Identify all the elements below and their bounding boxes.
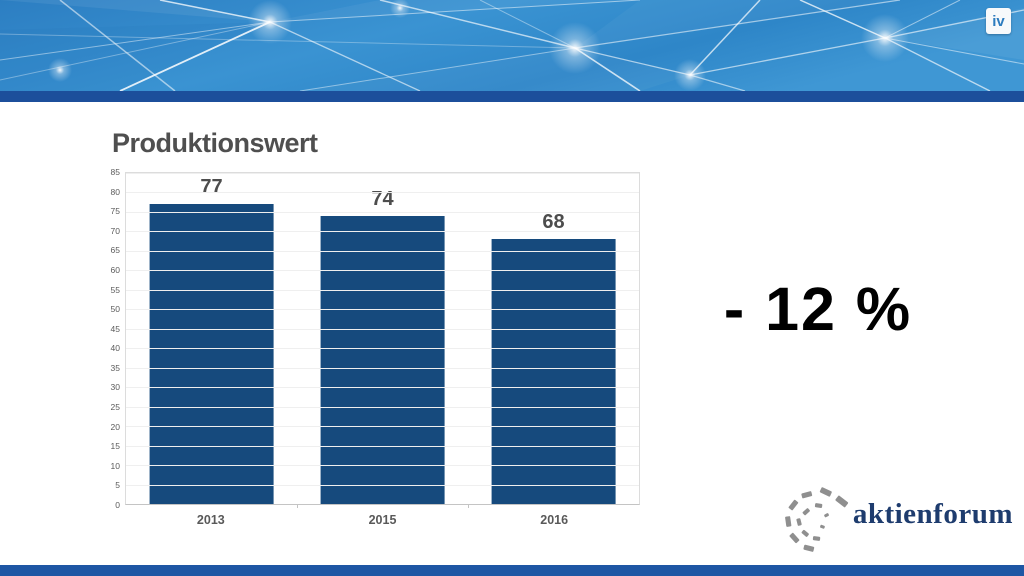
gridline bbox=[126, 192, 639, 194]
y-axis: 0 5 10 15 20 25 30 35 40 45 50 55 60 65 70 75 80 85 bbox=[88, 168, 120, 509]
bar-value-label: 68 bbox=[542, 211, 565, 234]
gridline bbox=[126, 367, 639, 369]
gridline bbox=[126, 348, 639, 350]
y-axis-tick-label: 70 bbox=[110, 225, 120, 236]
plot-area: 77 74 68 bbox=[125, 172, 640, 508]
x-axis-tick bbox=[468, 504, 469, 508]
gridline bbox=[126, 289, 639, 291]
chart-title: Produktionswert bbox=[112, 128, 318, 158]
y-axis-tick-label: 45 bbox=[110, 323, 120, 334]
bar-value-label: 77 bbox=[200, 176, 223, 199]
gridline bbox=[126, 173, 639, 174]
network-pattern-graphic bbox=[0, 0, 1024, 91]
gridline bbox=[126, 406, 639, 408]
y-axis-tick-label: 75 bbox=[110, 205, 120, 216]
y-axis-tick-label: 30 bbox=[110, 382, 120, 393]
header-divider-stripe bbox=[0, 91, 1024, 102]
y-axis-tick-label: 35 bbox=[110, 362, 120, 373]
x-axis-label: 2016 bbox=[540, 513, 569, 527]
y-axis-tick-label: 0 bbox=[115, 499, 120, 510]
y-axis-tick-label: 65 bbox=[110, 245, 120, 256]
bar-column-2013: 77 bbox=[126, 173, 297, 504]
x-axis-labels: 2013 2015 2016 bbox=[125, 513, 640, 527]
header-banner bbox=[0, 0, 1024, 91]
gridline bbox=[126, 231, 639, 233]
x-axis-label: 2015 bbox=[368, 513, 397, 527]
y-axis-tick-label: 50 bbox=[110, 303, 120, 314]
gridline bbox=[126, 484, 639, 486]
y-axis-tick-label: 20 bbox=[110, 421, 120, 432]
gridline bbox=[126, 250, 639, 252]
x-axis-tick bbox=[297, 504, 298, 508]
bar-column-2015: 74 bbox=[297, 173, 468, 508]
bar-2016 bbox=[491, 239, 616, 504]
y-axis-tick-label: 25 bbox=[110, 401, 120, 412]
iv-logo: iv bbox=[986, 8, 1011, 34]
gridline bbox=[126, 328, 639, 330]
aktienforum-spiral-icon bbox=[784, 487, 848, 552]
y-axis-tick-label: 10 bbox=[110, 460, 120, 471]
gridline bbox=[126, 211, 639, 213]
y-axis-tick-label: 40 bbox=[110, 343, 120, 354]
gridline bbox=[126, 465, 639, 467]
bar-column-2016: 68 bbox=[468, 173, 639, 508]
y-axis-tick-label: 60 bbox=[110, 264, 120, 275]
y-axis-tick-label: 80 bbox=[110, 186, 120, 197]
footer-bar bbox=[0, 565, 1024, 576]
y-axis-tick-label: 15 bbox=[110, 440, 120, 451]
y-axis-tick-label: 5 bbox=[115, 480, 120, 491]
bar-2015 bbox=[320, 215, 445, 504]
y-axis-tick-label: 55 bbox=[110, 284, 120, 295]
aktienforum-logo: aktienforum bbox=[781, 486, 1013, 556]
y-axis-tick-label: 85 bbox=[110, 166, 120, 177]
gridline bbox=[126, 426, 639, 428]
gridline bbox=[126, 387, 639, 389]
x-axis-label: 2013 bbox=[196, 513, 225, 527]
iv-logo-text: iv bbox=[992, 12, 1005, 30]
aktienforum-logo-text: aktienforum bbox=[852, 497, 1013, 530]
gridline bbox=[126, 309, 639, 311]
gridline bbox=[126, 445, 639, 447]
bar-columns: 77 74 68 bbox=[126, 173, 639, 508]
bar-value-label: 74 bbox=[371, 187, 394, 210]
highlight-percentage: - 12 % bbox=[723, 275, 913, 343]
bar-2013 bbox=[149, 204, 274, 504]
gridline bbox=[126, 270, 639, 272]
